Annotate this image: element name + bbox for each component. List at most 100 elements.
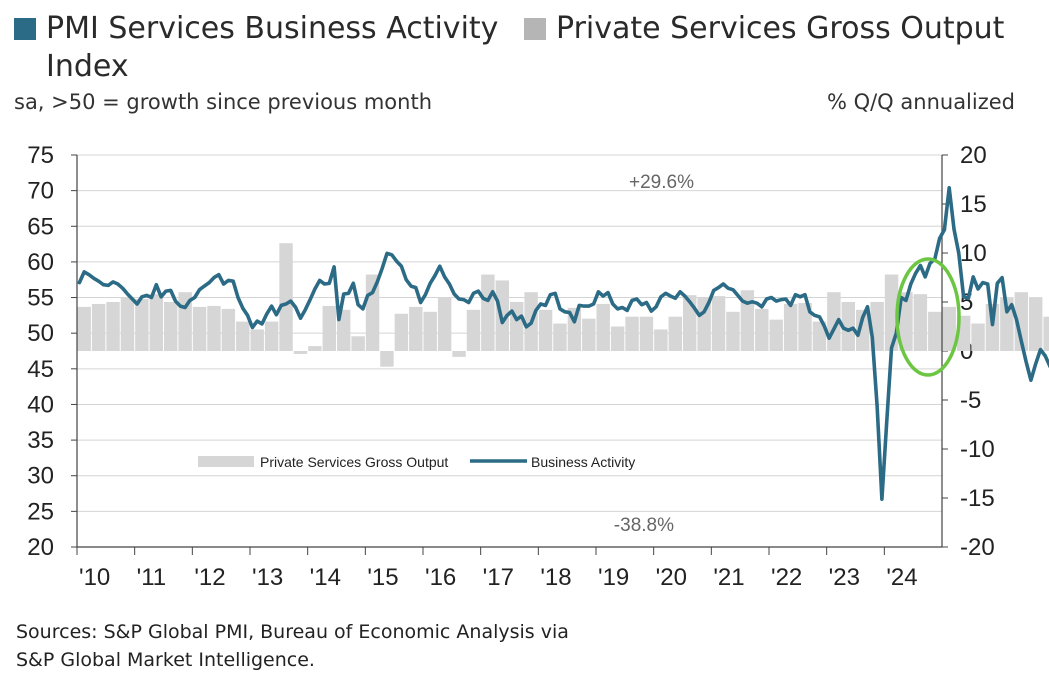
gross-output-bar bbox=[783, 303, 798, 351]
annotation-trough: -38.8% bbox=[614, 515, 674, 536]
gross-output-bar bbox=[985, 303, 1000, 351]
gross-output-bar bbox=[596, 303, 610, 351]
gross-output-bar bbox=[351, 336, 365, 351]
gross-output-bar bbox=[841, 302, 855, 351]
gross-output-bar bbox=[798, 302, 812, 351]
x-tick-label: '19 bbox=[598, 564, 629, 591]
left-tick-label: 35 bbox=[27, 427, 54, 454]
x-tick-label: '11 bbox=[137, 564, 167, 591]
gross-output-bar bbox=[1043, 316, 1049, 351]
x-tick-label: '24 bbox=[886, 564, 917, 591]
gross-output-bar bbox=[135, 299, 149, 351]
left-tick-label: 25 bbox=[27, 498, 54, 525]
gross-output-bar bbox=[279, 243, 293, 351]
gross-output-bar bbox=[726, 311, 740, 351]
gross-output-bar bbox=[149, 294, 163, 351]
gross-output-bar bbox=[106, 302, 120, 351]
x-tick-label: '21 bbox=[713, 564, 744, 591]
gross-output-bar bbox=[654, 329, 668, 351]
x-tick-label: '14 bbox=[310, 564, 341, 591]
gross-output-bar bbox=[308, 346, 322, 351]
x-tick-label: '20 bbox=[656, 564, 687, 591]
gross-output-bar bbox=[120, 297, 135, 351]
left-tick-label: 30 bbox=[27, 463, 54, 490]
gross-output-bar bbox=[380, 351, 394, 367]
left-tick-label: 20 bbox=[27, 534, 54, 561]
left-tick-label: 70 bbox=[27, 178, 54, 205]
gross-output-bar bbox=[1000, 297, 1014, 351]
gross-output-bar bbox=[639, 316, 654, 351]
gross-output-bar bbox=[711, 296, 726, 351]
left-tick-label: 50 bbox=[27, 320, 54, 347]
gross-output-bar bbox=[913, 294, 928, 351]
x-tick-label: '13 bbox=[252, 564, 283, 591]
right-tick-label: -15 bbox=[960, 485, 995, 512]
annotation-peak: +29.6% bbox=[629, 172, 694, 193]
gross-output-bar bbox=[1014, 292, 1028, 351]
gross-output-bar bbox=[971, 323, 985, 351]
gross-output-bar bbox=[91, 303, 106, 351]
gross-output-bar bbox=[164, 302, 178, 351]
x-tick-label: '22 bbox=[771, 564, 802, 591]
x-tick-label: '17 bbox=[483, 564, 514, 591]
gross-output-bar bbox=[755, 308, 769, 351]
x-tick-label: '12 bbox=[194, 564, 225, 591]
highlight-ellipse bbox=[895, 257, 961, 377]
legend-swatch-gross-output bbox=[524, 18, 546, 40]
x-tick-label: '15 bbox=[367, 564, 398, 591]
left-axis-subtitle: sa, >50 = growth since previous month bbox=[14, 90, 433, 114]
gross-output-bar bbox=[221, 308, 236, 351]
gross-output-bar bbox=[250, 329, 264, 351]
gross-output-bar bbox=[740, 290, 755, 351]
legend-label-gross-output: Private Services Gross Output bbox=[556, 11, 1005, 46]
top-legend: PMI Services Business Activity Index Pri… bbox=[14, 10, 1029, 90]
right-axis-subtitle: % Q/Q annualized bbox=[826, 90, 1015, 114]
gross-output-bar bbox=[582, 318, 596, 351]
gross-output-bar bbox=[423, 311, 437, 351]
right-tick-label: -5 bbox=[960, 387, 981, 414]
gross-output-bar bbox=[942, 306, 956, 351]
x-tick-label: '10 bbox=[79, 564, 110, 591]
gross-output-bar bbox=[625, 316, 639, 351]
gross-output-bar bbox=[769, 319, 783, 351]
gross-output-bar bbox=[452, 351, 466, 357]
gross-output-bar bbox=[409, 306, 423, 351]
gross-output-bar bbox=[466, 309, 481, 351]
gross-output-bar bbox=[236, 321, 250, 351]
gross-output-bar bbox=[394, 313, 409, 351]
left-tick-label: 55 bbox=[27, 285, 54, 312]
gross-output-bar bbox=[697, 297, 711, 351]
source-note: Sources: S&P Global PMI, Bureau of Econo… bbox=[16, 621, 569, 671]
legend-label-pmi: PMI Services Business Activity Index bbox=[46, 11, 499, 84]
left-tick-label: 45 bbox=[27, 356, 54, 383]
right-tick-label: 15 bbox=[960, 191, 987, 218]
gross-output-bar bbox=[538, 309, 553, 351]
gross-output-bar bbox=[928, 311, 942, 351]
x-tick-label: '23 bbox=[829, 564, 860, 591]
left-tick-label: 75 bbox=[27, 142, 54, 169]
gross-output-bar bbox=[899, 292, 913, 351]
x-tick-label: '18 bbox=[540, 564, 571, 591]
gross-output-bar bbox=[812, 321, 827, 351]
right-tick-label: 10 bbox=[960, 240, 987, 267]
gross-output-bar bbox=[293, 351, 308, 354]
legend-item-pmi: PMI Services Business Activity Index bbox=[14, 10, 524, 86]
gross-output-bar bbox=[553, 323, 567, 351]
gross-output-bar bbox=[207, 305, 221, 351]
left-tick-label: 60 bbox=[27, 249, 54, 276]
gross-output-bar bbox=[264, 321, 279, 351]
inner-legend-bar-label: Private Services Gross Output bbox=[260, 454, 448, 470]
gross-output-bar bbox=[856, 309, 870, 351]
gross-output-bar bbox=[77, 306, 91, 351]
business-activity-line bbox=[77, 186, 1049, 502]
x-tick-label: '16 bbox=[425, 564, 456, 591]
gross-output-bar bbox=[1029, 297, 1043, 351]
right-tick-label: -10 bbox=[960, 436, 995, 463]
legend-swatch-pmi bbox=[14, 18, 36, 40]
legend-item-gross-output: Private Services Gross Output bbox=[524, 10, 1004, 48]
gross-output-bar bbox=[610, 326, 625, 351]
inner-legend-bar-swatch bbox=[198, 456, 254, 467]
gross-output-bar bbox=[437, 297, 452, 351]
right-tick-label: -20 bbox=[960, 534, 995, 561]
